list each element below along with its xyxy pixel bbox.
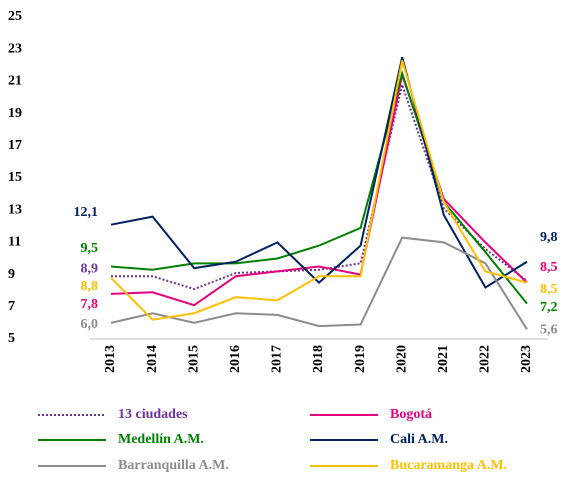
series-line [110,56,528,289]
data-label: 6,0 [81,317,99,332]
data-label: 7,8 [81,297,99,312]
y-tick-label: 17 [8,138,22,153]
data-label: 7,2 [540,300,558,315]
legend-label: Cali A.M. [390,432,448,447]
x-tick-label: 2014 [145,345,160,373]
y-tick-label: 15 [8,170,22,185]
y-tick-label: 7 [8,299,15,314]
series-line [111,80,528,291]
legend-label: 13 ciudades [118,407,188,422]
data-label: 9,5 [81,241,99,256]
x-tick-label: 2023 [519,345,534,373]
y-tick-label: 13 [8,202,22,217]
y-tick-label: 5 [8,331,15,346]
data-label: 9,8 [540,230,558,245]
data-label: 8,5 [540,260,558,275]
x-tick-label: 2022 [478,345,493,373]
y-tick-label: 21 [8,74,22,89]
data-label: 5,6 [540,323,558,338]
data-label: 8,5 [540,282,558,297]
x-tick-label: 2019 [353,345,368,373]
x-tick-label: 2017 [270,345,285,373]
y-tick-label: 25 [8,9,22,24]
x-tick-label: 2021 [436,345,451,373]
series-line [110,60,528,321]
legend-label: Bucaramanga A.M. [390,458,507,473]
legend-label: Bogotá [390,407,432,422]
data-label: 8,9 [81,261,99,276]
x-tick-label: 2015 [186,345,201,373]
x-tick-label: 2020 [394,345,409,373]
data-label: 8,8 [81,279,99,294]
data-label: 12,1 [74,205,99,220]
y-tick-label: 11 [8,235,21,250]
legend-label: Barranquilla A.M. [118,458,229,473]
series-line [110,71,528,307]
legend-label: Medellín A.M. [118,432,204,447]
y-tick-label: 9 [8,267,15,282]
y-tick-label: 23 [8,41,22,56]
x-tick-label: 2018 [311,345,326,373]
series-line [110,236,528,330]
y-tick-label: 19 [8,106,22,121]
x-tick-label: 2016 [228,345,243,373]
series-line [110,69,528,305]
x-tick-label: 2013 [103,345,118,373]
